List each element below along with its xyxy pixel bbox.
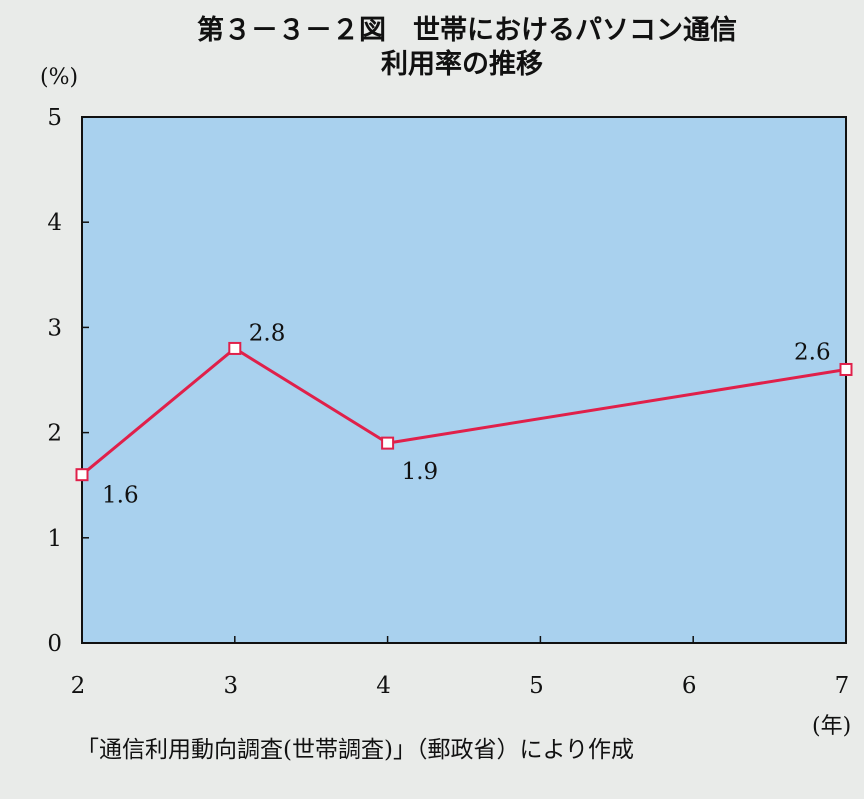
x-axis: 2 3 4 5 6 7 — [71, 636, 850, 699]
chart-title: 第３－３－２図 世帯におけるパソコン通信 利用率の推移 — [0, 14, 864, 82]
data-label: 2.6 — [794, 339, 831, 365]
y-tick-label: 2 — [47, 421, 62, 447]
series-line — [81, 346, 847, 476]
y-axis: 0 1 2 3 4 5 — [47, 105, 89, 657]
x-tick-label: 7 — [835, 673, 850, 699]
y-tick-label: 5 — [47, 105, 62, 131]
data-point-marker — [75, 468, 89, 482]
x-tick-label: 4 — [376, 673, 391, 699]
x-axis-unit-label: (年) — [812, 714, 851, 739]
plot-area — [81, 116, 847, 644]
y-tick-label: 1 — [47, 526, 62, 552]
source-note: 「通信利用動向調査(世帯調査)」（郵政省）により作成 — [76, 737, 634, 763]
x-tick-label: 2 — [71, 673, 86, 699]
y-tick-label: 0 — [47, 631, 62, 657]
y-tick-label: 3 — [47, 315, 62, 341]
data-point-marker — [381, 436, 395, 450]
series-group: 1.6 2.8 1.9 2.6 — [75, 320, 853, 509]
data-point-marker — [228, 341, 242, 355]
x-tick-label: 3 — [223, 673, 238, 699]
data-label: 2.8 — [249, 320, 286, 346]
data-label: 1.6 — [102, 483, 139, 509]
chart-title-line-1: 第３－３－２図 世帯におけるパソコン通信 — [197, 15, 737, 46]
data-label: 1.9 — [402, 459, 439, 485]
data-point-marker — [839, 362, 853, 376]
y-axis-unit-label: (%) — [40, 65, 78, 90]
chart-title-line-2: 利用率の推移 — [381, 49, 543, 80]
x-tick-label: 5 — [529, 673, 544, 699]
y-tick-label: 4 — [47, 210, 62, 236]
x-tick-label: 6 — [682, 673, 697, 699]
